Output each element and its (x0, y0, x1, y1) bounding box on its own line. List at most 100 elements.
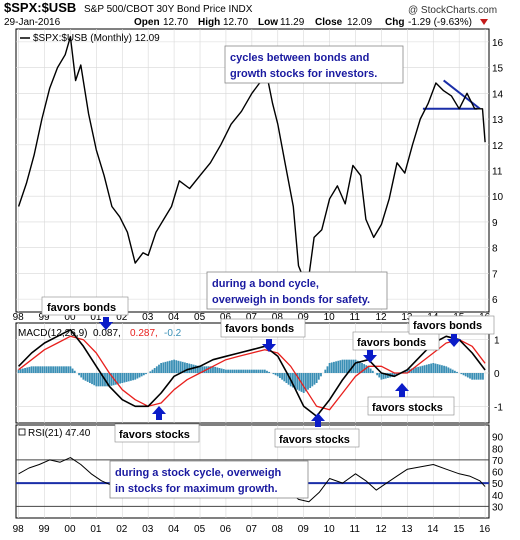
price-x-tick-label: 00 (64, 312, 76, 323)
macd-histogram-bar (257, 369, 260, 373)
macd-histogram-bar (19, 369, 22, 373)
macd-histogram-bar (320, 373, 322, 377)
macd-histogram-bar (225, 369, 227, 373)
price-y-tick-label: 16 (492, 38, 504, 49)
favors-bonds-text-3: favors bonds (357, 337, 426, 349)
annotation-cycles: cycles between bonds and growth stocks f… (224, 45, 404, 84)
x-tick-label: 02 (116, 524, 128, 535)
macd-histogram-bar (337, 360, 340, 373)
macd-histogram-bar (212, 366, 214, 373)
annotation-stock-cycle: during a stock cycle, overweigh in stock… (109, 460, 309, 499)
macd-histogram-bar (155, 366, 158, 373)
macd-histogram-bar (108, 373, 111, 387)
high-value: 12.70 (223, 17, 248, 28)
macd-histogram-bar (82, 373, 85, 380)
favors-stocks-label-2: favors stocks (274, 428, 360, 448)
rsi-y-tick-label: 60 (492, 468, 504, 479)
macd-histogram-bar (71, 368, 74, 373)
price-y-tick-label: 6 (492, 295, 498, 306)
macd-histogram-bar (268, 371, 271, 373)
macd-y-tick-label: 0 (494, 369, 500, 380)
macd-histogram-bar (477, 373, 480, 380)
macd-histogram-bar (80, 373, 83, 378)
macd-histogram-bar (84, 373, 87, 381)
macd-histogram-bar (237, 369, 240, 373)
macd-histogram-bar (410, 368, 413, 373)
price-x-tick-label: 98 (13, 312, 25, 323)
x-tick-label: 16 (479, 524, 491, 535)
macd-histogram-bar (324, 369, 327, 373)
macd-histogram-bar (283, 373, 286, 382)
macd-histogram-bar (93, 373, 96, 386)
price-x-tick-label: 04 (168, 312, 180, 323)
macd-histogram-bar (309, 373, 312, 388)
macd-histogram-bar (216, 367, 219, 373)
macd-histogram-bar (376, 373, 379, 376)
macd-histogram-bar (460, 373, 463, 375)
macd-histogram-bar (95, 373, 98, 387)
macd-histogram-bar (73, 370, 76, 373)
macd-histogram-bar (209, 366, 212, 373)
macd-histogram-bar (471, 373, 474, 380)
macd-histogram-bar (326, 366, 329, 373)
x-tick-label: 03 (142, 524, 154, 535)
arrow-up-icon (395, 383, 409, 397)
macd-histogram-bar (153, 368, 156, 373)
macd-histogram-bar (186, 363, 188, 373)
chart-date: 29-Jan-2016 (4, 17, 61, 28)
macd-histogram-bar (291, 373, 294, 388)
macd-histogram-bar (17, 369, 20, 373)
price-y-tick-label: 7 (492, 269, 498, 280)
macd-histogram-bar (201, 366, 204, 373)
price-x-tick-label: 02 (116, 312, 128, 323)
macd-histogram-bar (482, 373, 484, 380)
macd-histogram-bar (434, 363, 437, 373)
macd-histogram-bar (188, 363, 191, 373)
macd-histogram-bar (196, 365, 199, 373)
macd-histogram-bar (88, 373, 91, 383)
macd-histogram-bar (127, 373, 130, 382)
price-x-tick-label: 08 (272, 312, 284, 323)
price-x-tick-label: 07 (246, 312, 258, 323)
macd-histogram-bar (350, 359, 353, 373)
macd-histogram-bar (425, 364, 428, 373)
x-tick-label: 11 (350, 524, 361, 535)
macd-histogram-bar (164, 361, 167, 373)
macd-histogram-bar (335, 361, 337, 373)
macd-histogram-bar (313, 373, 316, 385)
macd-histogram-bar (432, 363, 435, 373)
macd-histogram-bar (145, 373, 147, 375)
macd-histogram-bar (168, 360, 171, 373)
macd-histogram-bar (242, 369, 245, 373)
macd-histogram-bar (261, 369, 264, 373)
macd-histogram-bar (56, 366, 59, 373)
x-tick-label: 06 (220, 524, 232, 535)
x-tick-label: 01 (90, 524, 102, 535)
x-tick-label: 99 (39, 524, 51, 535)
macd-histogram-bar (304, 373, 307, 392)
rsi-legend: RSI(21) 47.40 (18, 428, 91, 439)
favors-stocks-label-3: favors stocks (367, 396, 455, 416)
price-y-tick-label: 15 (492, 64, 504, 75)
watermark: @ StockCharts.com (408, 5, 497, 16)
macd-histogram-bar (151, 369, 154, 373)
favors-bonds-text-2: favors bonds (225, 323, 294, 335)
macd-histogram-bar (417, 366, 420, 373)
favors-bonds-label-1: favors bonds (41, 296, 129, 316)
favors-stocks-text-1: favors stocks (119, 429, 190, 441)
macd-histogram-bar (466, 373, 469, 378)
macd-histogram-bar (430, 363, 433, 373)
macd-histogram-bar (173, 359, 175, 373)
macd-series (18, 328, 486, 418)
macd-histogram-bar (179, 361, 182, 373)
macd-histogram-bar (363, 364, 366, 373)
macd-histogram-bar (356, 360, 359, 373)
macd-histogram-bar (171, 360, 173, 373)
macd-histogram-bar (287, 373, 290, 385)
macd-histogram-bar (39, 366, 42, 373)
macd-histogram-bar (296, 373, 299, 390)
macd-histogram-bar (276, 373, 279, 377)
rsi-y-tick-label: 50 (492, 479, 504, 490)
